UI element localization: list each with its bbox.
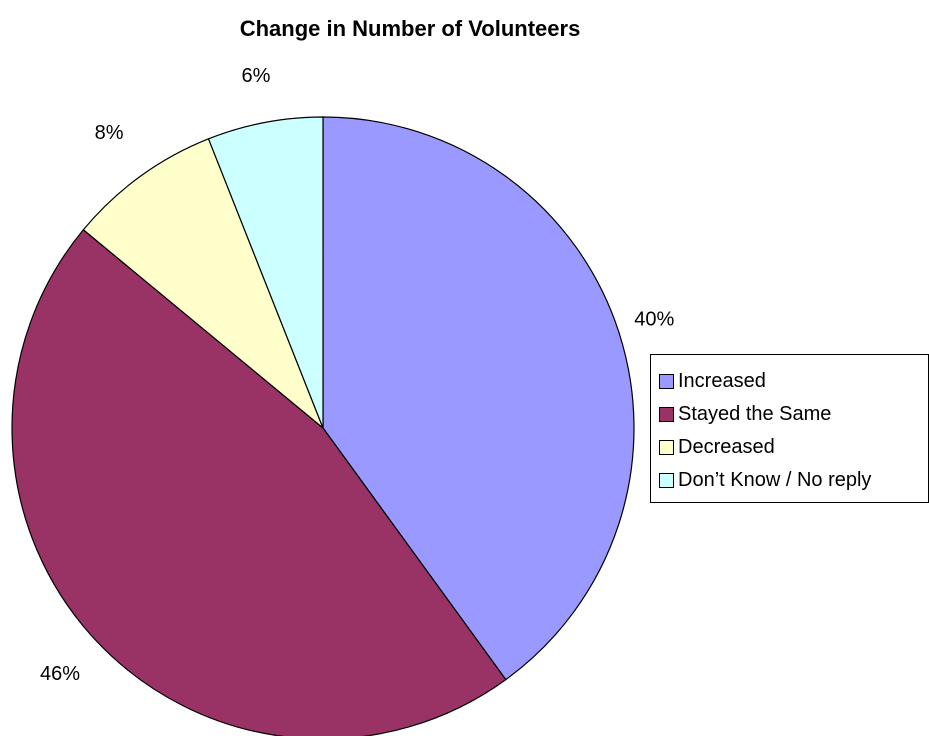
legend-label-stayed-the-same: Stayed the Same bbox=[678, 403, 832, 425]
legend-label-decreased: Decreased bbox=[678, 436, 775, 458]
legend-swatch-dont-know-no-reply bbox=[659, 473, 674, 488]
legend-swatch-increased bbox=[659, 374, 674, 389]
data-label-dont-know-no-reply: 6% bbox=[242, 65, 271, 87]
legend-swatch-stayed-the-same bbox=[659, 407, 674, 422]
legend-label-increased: Increased bbox=[678, 370, 766, 392]
pie-slice-stayed-the-same bbox=[11, 228, 507, 736]
data-label-decreased: 8% bbox=[95, 122, 124, 144]
legend-swatch-decreased bbox=[659, 440, 674, 455]
legend-item-dont-know-no-reply: Don’t Know / No reply bbox=[659, 464, 928, 497]
chart-title: Change in Number of Volunteers bbox=[239, 16, 581, 41]
pie-slice-dont-know-no-reply bbox=[207, 116, 324, 429]
legend: Increased Stayed the Same Decreased Don’t K… bbox=[650, 354, 929, 503]
data-label-increased: 40% bbox=[634, 309, 674, 331]
legend-item-increased: Increased bbox=[659, 365, 928, 398]
legend-item-stayed-the-same: Stayed the Same bbox=[659, 398, 928, 431]
pie-slice-increased bbox=[322, 116, 635, 681]
legend-label-dont-know-no-reply: Don’t Know / No reply bbox=[678, 469, 872, 491]
legend-item-decreased: Decreased bbox=[659, 431, 928, 464]
pie-slice-decreased bbox=[82, 138, 324, 429]
data-label-stayed-the-same: 46% bbox=[40, 663, 80, 685]
